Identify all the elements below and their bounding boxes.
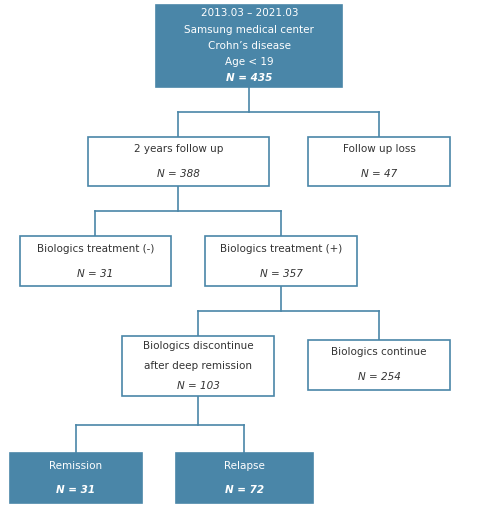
- FancyBboxPatch shape: [205, 236, 356, 286]
- Text: Follow up loss: Follow up loss: [342, 144, 415, 154]
- FancyBboxPatch shape: [307, 340, 449, 390]
- Text: N = 254: N = 254: [357, 372, 400, 382]
- FancyBboxPatch shape: [156, 5, 342, 87]
- Text: after deep remission: after deep remission: [144, 361, 251, 371]
- FancyBboxPatch shape: [20, 236, 171, 286]
- Text: Samsung medical center: Samsung medical center: [184, 25, 314, 35]
- Text: N = 435: N = 435: [226, 74, 272, 83]
- Text: N = 31: N = 31: [56, 486, 95, 496]
- Text: Relapse: Relapse: [224, 460, 264, 470]
- Text: Age < 19: Age < 19: [224, 57, 273, 67]
- FancyBboxPatch shape: [176, 453, 312, 503]
- Text: N = 103: N = 103: [176, 381, 219, 391]
- Text: N = 388: N = 388: [157, 169, 200, 179]
- Text: Crohn’s disease: Crohn’s disease: [207, 41, 290, 51]
- Text: Biologics treatment (-): Biologics treatment (-): [37, 244, 154, 254]
- Text: N = 357: N = 357: [259, 269, 302, 279]
- Text: 2 years follow up: 2 years follow up: [134, 144, 223, 154]
- FancyBboxPatch shape: [88, 136, 268, 186]
- Text: Remission: Remission: [49, 460, 102, 470]
- Text: 2013.03 – 2021.03: 2013.03 – 2021.03: [200, 8, 298, 18]
- FancyBboxPatch shape: [10, 453, 142, 503]
- Text: N = 31: N = 31: [77, 269, 113, 279]
- Text: Biologics discontinue: Biologics discontinue: [142, 341, 253, 351]
- Text: N = 47: N = 47: [360, 169, 396, 179]
- Text: Biologics continue: Biologics continue: [330, 347, 426, 357]
- Text: N = 72: N = 72: [224, 486, 264, 496]
- Text: Biologics treatment (+): Biologics treatment (+): [220, 244, 342, 254]
- FancyBboxPatch shape: [307, 136, 449, 186]
- FancyBboxPatch shape: [122, 336, 273, 396]
